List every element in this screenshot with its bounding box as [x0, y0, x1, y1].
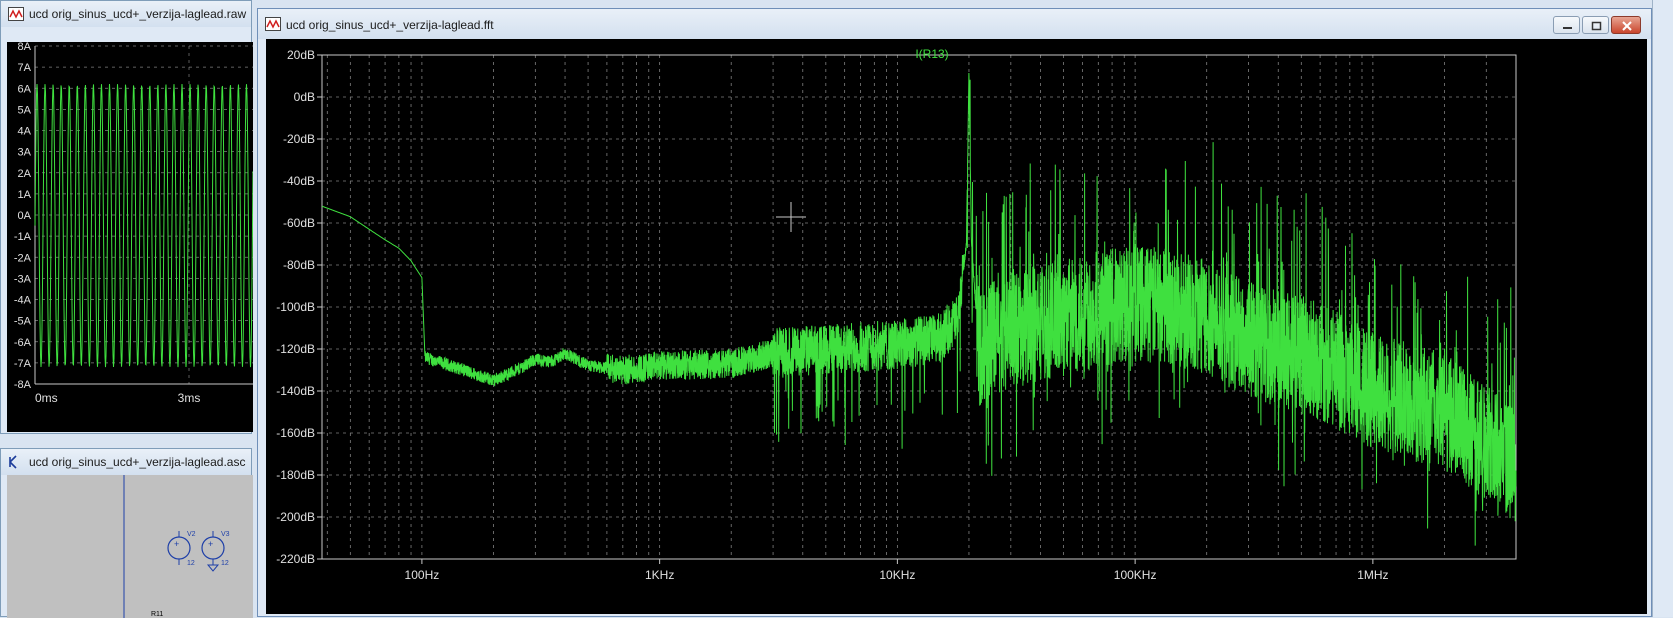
- crosshair-cursor: [776, 202, 806, 232]
- raw-plot-area[interactable]: 8A 7A 6A 5A 4A 3A 2A 1A 0A -1A -2A -3A -4A -5A -6A -7A -…: [7, 42, 253, 432]
- y-tick-label: -1A: [14, 231, 32, 243]
- raw-window-title: ucd orig_sinus_ucd+_verzija-laglead.raw: [29, 7, 247, 21]
- background-window-edge: [1652, 0, 1673, 617]
- x-tick-label: 10KHz: [879, 568, 915, 582]
- y-tick-label: -7A: [14, 358, 32, 370]
- y-tick-label: -8A: [14, 379, 32, 391]
- maximize-button[interactable]: [1582, 16, 1609, 34]
- schematic-window-titlebar[interactable]: ucd orig_sinus_ucd+_verzija-laglead.asc: [1, 449, 251, 475]
- y-tick-label: -220dB: [276, 552, 315, 566]
- x-tick-label: 0ms: [35, 391, 58, 405]
- raw-window[interactable]: ucd orig_sinus_ucd+_verzija-laglead.raw …: [0, 0, 253, 434]
- y-tick-label: 7A: [18, 62, 32, 74]
- x-tick-label: 1KHz: [645, 568, 674, 582]
- y-tick-label: -200dB: [276, 510, 315, 524]
- schematic-canvas[interactable]: + V2 12 + V3 12 R11: [7, 475, 253, 618]
- y-tick-label: -80dB: [283, 258, 315, 272]
- grid-lines: [322, 54, 1517, 560]
- schematic-icon: [9, 455, 17, 469]
- schematic-drawing: + V2 12 + V3 12 R11: [123, 475, 230, 618]
- minimize-icon: [1563, 27, 1572, 29]
- y-tick-label: -40dB: [283, 174, 315, 188]
- close-button[interactable]: [1611, 16, 1641, 34]
- label-v3-value: 12: [221, 560, 229, 567]
- y-tick-label: 20dB: [287, 48, 315, 62]
- fft-window-titlebar[interactable]: ucd orig_sinus_ucd+_verzija-laglead.fft: [258, 9, 1651, 39]
- x-tick-label: 3ms: [178, 391, 201, 405]
- trace-label-i-r13[interactable]: I(R13): [915, 47, 948, 61]
- y-tick-label: -180dB: [276, 468, 315, 482]
- y-tick-label: 3A: [18, 147, 32, 159]
- fft-chart: 20dB 0dB -20dB -40dB -60dB -80dB -100dB -120dB -…: [276, 47, 1517, 582]
- waveform-icon: [265, 17, 281, 31]
- raw-plot: 8A 7A 6A 5A 4A 3A 2A 1A 0A -1A -2A -3A -4A -5A -6A -7A -…: [14, 42, 253, 405]
- y-tick-label: -2A: [14, 252, 32, 264]
- y-tick-label: 2A: [18, 168, 32, 180]
- y-tick-label: -4A: [14, 295, 32, 307]
- y-tick-label: 0dB: [294, 90, 315, 104]
- y-tick-label: 6A: [18, 83, 32, 95]
- fft-plot-area[interactable]: 20dB 0dB -20dB -40dB -60dB -80dB -100dB -120dB -…: [266, 39, 1647, 614]
- y-tick-label: -160dB: [276, 426, 315, 440]
- maximize-icon: [1591, 21, 1602, 31]
- x-tick-label: 100Hz: [405, 568, 440, 582]
- label-v3: V3: [221, 531, 230, 538]
- y-tick-label: -6A: [14, 337, 32, 349]
- y-tick-label: -140dB: [276, 384, 315, 398]
- voltage-source-v2[interactable]: + V2 12: [167, 531, 196, 567]
- x-tick-label: 100KHz: [1114, 568, 1157, 582]
- y-tick-label: 8A: [18, 42, 32, 53]
- waveform-icon: [8, 7, 24, 21]
- schematic-window-title: ucd orig_sinus_ucd+_verzija-laglead.asc: [29, 455, 246, 469]
- fft-window-title: ucd orig_sinus_ucd+_verzija-laglead.fft: [286, 18, 494, 32]
- series-line-i-r13: [321, 72, 1517, 546]
- fft-window[interactable]: ucd orig_sinus_ucd+_verzija-laglead.fft …: [257, 8, 1652, 617]
- y-tick-label: -5A: [14, 316, 32, 328]
- label-r11: R11: [151, 611, 163, 618]
- label-v2: V2: [187, 531, 196, 538]
- y-tick-label: 4A: [18, 126, 32, 138]
- y-tick-label: -3A: [14, 273, 32, 285]
- minimize-button[interactable]: [1553, 16, 1580, 34]
- y-tick-label: -60dB: [283, 216, 315, 230]
- svg-text:+: +: [174, 539, 179, 549]
- waveform-trace: [34, 83, 253, 368]
- raw-window-titlebar[interactable]: ucd orig_sinus_ucd+_verzija-laglead.raw: [1, 1, 251, 27]
- x-tick-label: 1MHz: [1357, 568, 1388, 582]
- svg-text:+: +: [208, 539, 213, 549]
- label-v2-value: 12: [187, 560, 195, 567]
- schematic-window[interactable]: ucd orig_sinus_ucd+_verzija-laglead.asc …: [0, 448, 253, 618]
- y-tick-label: -120dB: [276, 342, 315, 356]
- y-tick-label: -20dB: [283, 132, 315, 146]
- y-tick-label: -100dB: [276, 300, 315, 314]
- y-tick-label: 5A: [18, 104, 32, 116]
- y-tick-label: 1A: [18, 189, 32, 201]
- voltage-source-v3[interactable]: + V3 12: [201, 531, 230, 572]
- close-icon: [1622, 21, 1632, 31]
- y-tick-label: 0A: [18, 210, 32, 222]
